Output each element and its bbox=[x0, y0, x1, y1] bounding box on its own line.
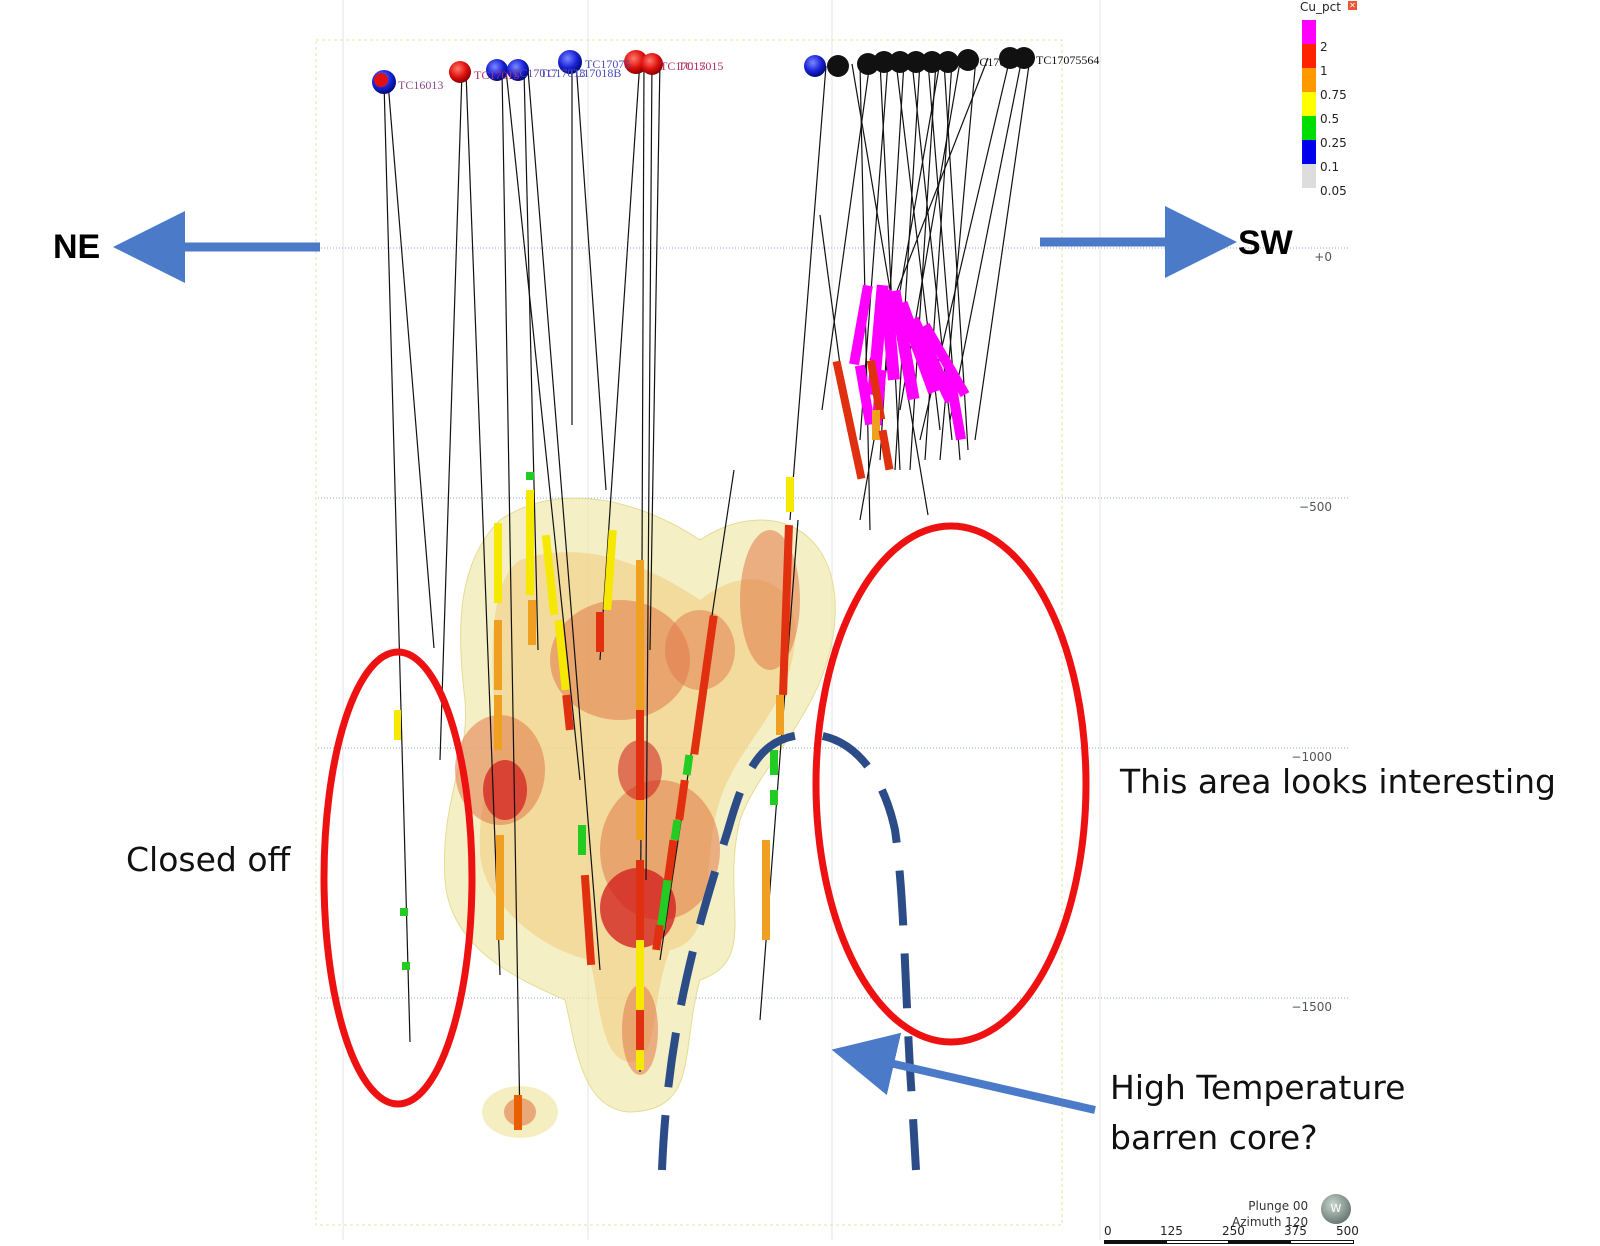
scale-tick: 250 bbox=[1222, 1224, 1245, 1238]
ne-label: NE bbox=[53, 228, 101, 266]
legend-swatch bbox=[1302, 140, 1316, 164]
elevation-label: +0 bbox=[1314, 250, 1332, 264]
scale-segment bbox=[1166, 1240, 1230, 1244]
legend-label: 1 bbox=[1320, 64, 1328, 78]
legend-label: 0.05 bbox=[1320, 184, 1347, 198]
legend-swatch bbox=[1302, 116, 1316, 140]
elevation-label: −500 bbox=[1299, 500, 1332, 514]
view-orientation: Plunge 00 Azimuth 120 bbox=[1232, 1198, 1308, 1230]
closed-off-annotation: Closed off bbox=[126, 840, 291, 879]
collar-label: TC17017 bbox=[512, 66, 557, 80]
drill-traces bbox=[383, 57, 1031, 1126]
scale-segment bbox=[1290, 1240, 1354, 1244]
barren-core-pointer bbox=[831, 1032, 1096, 1114]
compass-icon[interactable]: W bbox=[1321, 1194, 1351, 1224]
collar-label: TC17018 bbox=[540, 66, 585, 80]
legend-swatch bbox=[1302, 68, 1316, 92]
scale-tick: 125 bbox=[1160, 1224, 1183, 1238]
collar-label: TC17075 bbox=[972, 55, 1017, 69]
closed-off-ellipse bbox=[320, 648, 476, 1108]
high-temp-annotation-line2: barren core? bbox=[1110, 1118, 1318, 1157]
scale-segment bbox=[1228, 1240, 1290, 1244]
scale-bar: 0 125 250 375 500 bbox=[1104, 1224, 1359, 1246]
high-grade-cluster bbox=[832, 284, 970, 480]
color-legend: Cu_pct ✕ 2 1 0.75 0.5 0.25 0.1 0.05 bbox=[1300, 0, 1360, 200]
scale-segment bbox=[1104, 1240, 1166, 1244]
scale-tick: 375 bbox=[1284, 1224, 1307, 1238]
collar-labels: TC16013 TC17015 TC17017 TC17018 TC17018B… bbox=[398, 53, 1099, 92]
collar-label: TC17015 bbox=[678, 59, 723, 73]
scale-tick: 0 bbox=[1104, 1224, 1112, 1238]
elevation-label: −1000 bbox=[1291, 750, 1332, 764]
azimuth-readout: Azimuth 120 bbox=[1232, 1215, 1309, 1229]
legend-label: 0.1 bbox=[1320, 160, 1340, 174]
collar-label: TC17075564 bbox=[1036, 53, 1099, 67]
legend-label: 2 bbox=[1320, 40, 1328, 54]
collar-label: TC16013 bbox=[398, 78, 443, 92]
high-temp-annotation-line1: High Temperature bbox=[1110, 1068, 1406, 1107]
barren-core-outline bbox=[658, 730, 920, 1171]
elevation-label: −1500 bbox=[1291, 1000, 1332, 1014]
collar-label: TC17075 bbox=[585, 57, 630, 71]
legend-swatch bbox=[1302, 92, 1316, 116]
legend-label: 0.25 bbox=[1320, 136, 1347, 150]
drill-collars bbox=[372, 47, 1035, 94]
assay-intervals bbox=[394, 472, 794, 1130]
legend-title: Cu_pct bbox=[1300, 0, 1341, 14]
collar-label: TC17018B bbox=[568, 66, 621, 80]
collar-label: TC17015 bbox=[474, 68, 519, 82]
legend-swatch bbox=[1302, 44, 1316, 68]
interesting-area-ellipse bbox=[812, 522, 1090, 1046]
collar-label: TC17015 bbox=[660, 59, 705, 73]
interesting-annotation: This area looks interesting bbox=[1120, 762, 1556, 801]
scale-tick: 500 bbox=[1336, 1224, 1359, 1238]
legend-swatch bbox=[1302, 164, 1316, 188]
sw-label: SW bbox=[1238, 224, 1293, 262]
legend-swatch bbox=[1302, 20, 1316, 44]
legend-label: 0.75 bbox=[1320, 88, 1347, 102]
legend-close-icon[interactable]: ✕ bbox=[1348, 1, 1357, 10]
plunge-readout: Plunge 00 bbox=[1248, 1199, 1309, 1213]
legend-label: 0.5 bbox=[1320, 112, 1340, 126]
